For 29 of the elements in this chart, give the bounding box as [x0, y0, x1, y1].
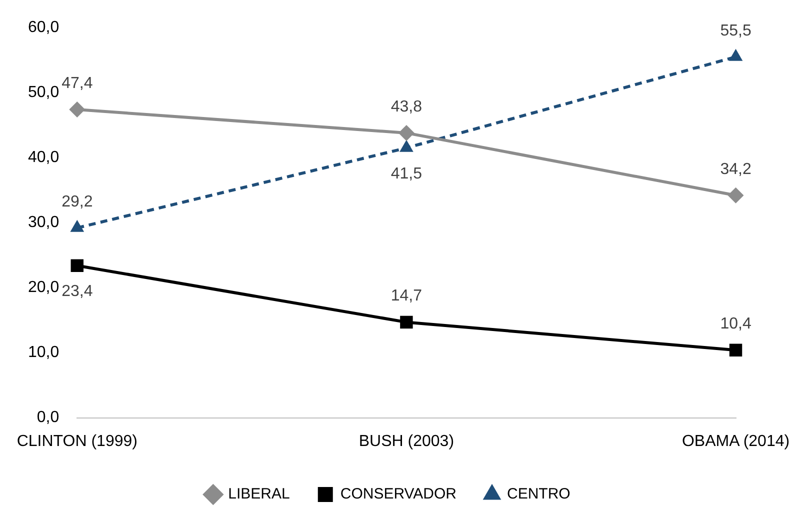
x-tick-label: OBAMA (2014): [682, 432, 790, 450]
legend-label: CONSERVADOR: [340, 486, 457, 503]
y-tick-label: 40,0: [28, 149, 60, 166]
data-label: 10,4: [720, 316, 752, 333]
point: [398, 124, 414, 141]
data-label: 55,5: [720, 22, 752, 40]
y-tick-label: 50,0: [28, 84, 60, 102]
y-tick-label: 0,0: [36, 409, 60, 426]
point: [70, 259, 84, 272]
legend-label: LIBERAL: [228, 486, 290, 503]
x-tick-label: BUSH (2003): [358, 432, 454, 450]
point: [729, 344, 742, 357]
y-tick-label: 60,0: [28, 19, 60, 36]
data-label: 23,4: [62, 283, 93, 300]
point: [728, 187, 744, 204]
data-label: 41,5: [390, 165, 422, 182]
y-tick-label: 20,0: [28, 279, 60, 296]
data-label: 14,7: [390, 288, 422, 305]
data-label: 29,2: [62, 193, 93, 210]
point: [728, 48, 743, 61]
data-label: 34,2: [720, 160, 752, 178]
data-label: 47,4: [62, 74, 93, 92]
y-tick-label: 10,0: [28, 344, 60, 362]
point: [400, 316, 413, 329]
x-tick-label: CLINTON (1999): [16, 432, 138, 450]
y-tick-label: 30,0: [28, 214, 60, 232]
data-label: 43,8: [390, 98, 422, 116]
legend-label: CENTRO: [507, 486, 570, 503]
point: [69, 102, 86, 118]
